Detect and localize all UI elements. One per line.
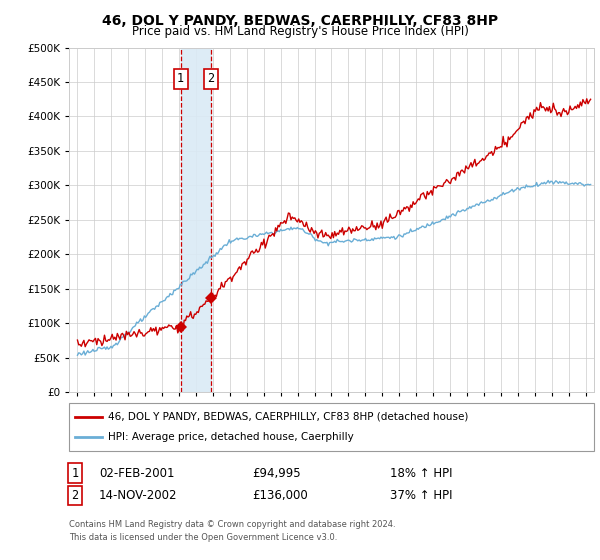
Bar: [181, 48, 211, 392]
Text: 1: 1: [71, 466, 79, 480]
Text: This data is licensed under the Open Government Licence v3.0.: This data is licensed under the Open Gov…: [69, 533, 337, 542]
Text: £94,995: £94,995: [252, 466, 301, 480]
Text: 2: 2: [71, 489, 79, 502]
Text: 18% ↑ HPI: 18% ↑ HPI: [390, 466, 452, 480]
Text: 14-NOV-2002: 14-NOV-2002: [99, 489, 178, 502]
Text: 46, DOL Y PANDY, BEDWAS, CAERPHILLY, CF83 8HP (detached house): 46, DOL Y PANDY, BEDWAS, CAERPHILLY, CF8…: [108, 412, 469, 422]
Text: HPI: Average price, detached house, Caerphilly: HPI: Average price, detached house, Caer…: [108, 432, 354, 442]
Text: 46, DOL Y PANDY, BEDWAS, CAERPHILLY, CF83 8HP: 46, DOL Y PANDY, BEDWAS, CAERPHILLY, CF8…: [102, 14, 498, 28]
Text: 02-FEB-2001: 02-FEB-2001: [99, 466, 175, 480]
Text: 37% ↑ HPI: 37% ↑ HPI: [390, 489, 452, 502]
Text: 1: 1: [177, 72, 184, 85]
Text: Price paid vs. HM Land Registry's House Price Index (HPI): Price paid vs. HM Land Registry's House …: [131, 25, 469, 38]
Text: £136,000: £136,000: [252, 489, 308, 502]
Text: Contains HM Land Registry data © Crown copyright and database right 2024.: Contains HM Land Registry data © Crown c…: [69, 520, 395, 529]
Text: 2: 2: [207, 72, 214, 85]
